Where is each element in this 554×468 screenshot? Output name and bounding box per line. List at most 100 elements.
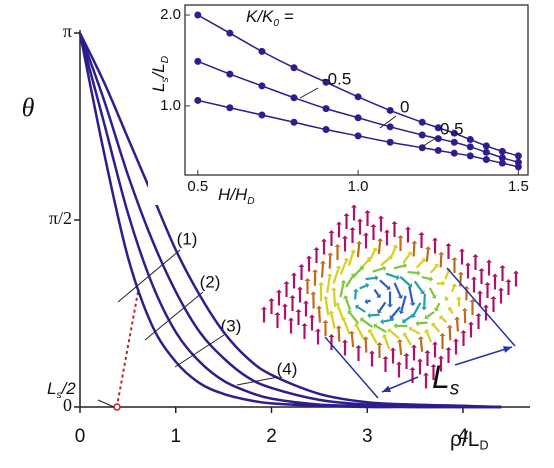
spin-arrow-head bbox=[343, 257, 350, 262]
spin-arrow-head bbox=[381, 334, 388, 339]
spin-arrow-head bbox=[355, 345, 362, 348]
spin-arrow bbox=[432, 324, 441, 333]
spin-arrow-head bbox=[472, 254, 479, 257]
spin-arrow-head bbox=[321, 238, 327, 242]
spin-arrow bbox=[342, 319, 351, 334]
subscript: s bbox=[450, 379, 460, 400]
spin-arrow-head bbox=[364, 298, 369, 305]
spin-arrow bbox=[428, 287, 436, 297]
spin-arrow bbox=[382, 318, 395, 323]
spin-arrow-head bbox=[417, 269, 421, 276]
spin-arrow-head bbox=[343, 213, 350, 216]
spin-arrow-head bbox=[289, 295, 296, 298]
spin-arrow-head bbox=[398, 310, 405, 315]
spin-arrow-head bbox=[397, 235, 404, 238]
spin-arrow bbox=[419, 339, 424, 352]
spin-arrow-head bbox=[363, 232, 369, 236]
spin-arrow-head bbox=[373, 323, 378, 329]
subscript: s bbox=[56, 390, 61, 401]
spin-arrow bbox=[379, 279, 389, 289]
spin-arrow-head bbox=[376, 342, 383, 345]
spin-arrow-head bbox=[347, 310, 353, 315]
size-arrow-head bbox=[503, 346, 512, 353]
spin-arrow-head bbox=[288, 317, 294, 321]
inset-x-axis-label: H/HD bbox=[218, 185, 255, 206]
annotation-leader bbox=[97, 399, 115, 408]
inset-point bbox=[466, 152, 474, 160]
spin-arrow-head bbox=[453, 338, 459, 342]
spin-arrow-head bbox=[438, 251, 445, 255]
spin-arrow-head bbox=[468, 321, 474, 325]
spin-arrow-head bbox=[411, 240, 418, 244]
spin-arrow bbox=[359, 284, 367, 290]
spin-arrow-head bbox=[391, 221, 398, 224]
spin-arrow-head bbox=[364, 210, 371, 213]
subscript: D bbox=[479, 439, 488, 453]
x-tick-label: 2 bbox=[266, 426, 277, 447]
tangent-line bbox=[115, 291, 139, 408]
spin-arrow-head bbox=[282, 303, 288, 307]
inset-point bbox=[258, 111, 266, 119]
spin-arrow-head bbox=[392, 244, 399, 249]
inset-point bbox=[482, 148, 490, 156]
annotation: Ls/2 bbox=[47, 379, 76, 400]
spin-arrow-head bbox=[465, 262, 471, 266]
text-part: /2 bbox=[61, 379, 77, 398]
spin-arrow-head bbox=[316, 305, 323, 309]
spin-arrow-head bbox=[335, 265, 342, 270]
spin-arrow bbox=[345, 275, 354, 288]
spin-arrow-head bbox=[357, 218, 363, 222]
spin-arrow-head bbox=[291, 272, 297, 276]
spin-arrow-head bbox=[335, 325, 342, 329]
spin-arrow-head bbox=[276, 289, 282, 293]
spin-arrow-head bbox=[393, 322, 397, 329]
spin-arrow-head bbox=[387, 328, 392, 334]
spin-arrow-head bbox=[298, 264, 305, 267]
spin-arrow-head bbox=[315, 328, 321, 332]
spin-arrow-head bbox=[478, 268, 485, 271]
spin-arrow-head bbox=[351, 204, 357, 208]
size-arrow-head bbox=[382, 385, 391, 393]
spin-arrow-head bbox=[459, 248, 465, 252]
spin-arrow-head bbox=[328, 310, 335, 315]
spin-arrow-head bbox=[505, 279, 512, 282]
spin-arrow-head bbox=[310, 291, 317, 295]
size-label: Ls bbox=[432, 359, 460, 399]
inset-point bbox=[194, 11, 202, 19]
label-leader bbox=[174, 334, 225, 368]
spin-arrow-head bbox=[431, 322, 437, 328]
spin-arrow-head bbox=[342, 235, 348, 239]
spin-arrow-head bbox=[396, 361, 402, 365]
spin-arrow bbox=[429, 265, 438, 274]
inset-point bbox=[450, 138, 458, 146]
spin-arrow bbox=[391, 306, 401, 318]
spin-arrow-head bbox=[498, 287, 504, 291]
spin-arrow bbox=[423, 293, 426, 308]
curve-label: (4) bbox=[277, 359, 298, 378]
spin-arrow-head bbox=[460, 330, 467, 333]
spin-arrow bbox=[339, 260, 348, 275]
inset-point bbox=[290, 118, 298, 126]
spin-arrow-head bbox=[330, 287, 337, 291]
spin-arrow-head bbox=[366, 257, 372, 262]
spin-arrow bbox=[339, 282, 345, 298]
subscript: s bbox=[160, 77, 171, 82]
spin-arrow-head bbox=[403, 262, 408, 269]
spin-arrow-head bbox=[475, 313, 482, 316]
spin-arrow bbox=[408, 286, 414, 304]
inset-series-label: 0 bbox=[400, 97, 409, 116]
spin-arrow-head bbox=[382, 265, 387, 272]
spin-arrow bbox=[415, 259, 425, 269]
inset-point bbox=[386, 123, 394, 131]
spin-arrow-head bbox=[342, 339, 348, 343]
spin-arrow-head bbox=[445, 243, 452, 246]
x-tick-label: 4 bbox=[458, 426, 469, 447]
spin-arrow-head bbox=[377, 308, 383, 314]
spin-arrow bbox=[367, 299, 371, 303]
inset-legend-title: K/K0 = bbox=[246, 7, 294, 28]
spin-arrow-head bbox=[423, 372, 429, 376]
spin-arrow-head bbox=[322, 295, 329, 300]
inset-x-tick-label: 1.5 bbox=[508, 178, 529, 195]
spin-arrow bbox=[398, 341, 403, 356]
inset-y-axis-label: Ls/LD bbox=[149, 55, 170, 92]
